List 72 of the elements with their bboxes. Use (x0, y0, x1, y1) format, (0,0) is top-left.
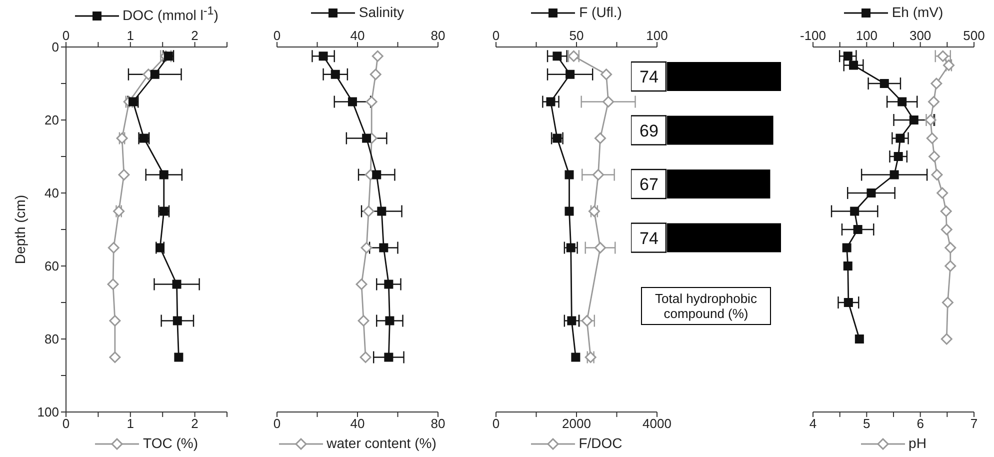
y-tick-label: 80 (44, 332, 59, 347)
data-label: 74 (640, 68, 658, 86)
x-tick-label: 4 (809, 416, 817, 432)
point (362, 206, 374, 217)
data-label: 74 (640, 228, 658, 248)
point (118, 169, 130, 180)
point (944, 242, 956, 254)
point (931, 169, 943, 180)
legend-label: F (Ufl.) (579, 4, 622, 20)
point (944, 260, 956, 272)
point (928, 96, 940, 108)
point (594, 132, 606, 144)
x-tick-label: 7 (970, 416, 978, 432)
point (592, 169, 604, 180)
point (600, 68, 612, 80)
x-tick-label: 0 (492, 416, 500, 432)
point (936, 187, 948, 199)
legend-label: Eh (mV) (892, 4, 944, 20)
legend-label: pH (908, 435, 926, 451)
point (366, 96, 378, 108)
legend-label: water content (%) (326, 435, 436, 451)
x2-tick-label: 50 (569, 28, 584, 43)
x2-tick-label: 300 (909, 28, 932, 43)
y-tick-label: 0 (52, 40, 59, 55)
point (107, 278, 119, 290)
y-tick-label: 20 (44, 112, 59, 128)
point (358, 315, 370, 326)
point (940, 333, 952, 345)
x-tick-label: 4000 (642, 416, 672, 432)
point (942, 296, 954, 308)
y-axis-title: Depth (cm) (12, 194, 28, 264)
legend-label: Salinity (358, 4, 404, 20)
x-tick-label: 1 (126, 28, 134, 43)
point (940, 206, 952, 217)
legend-label: F/DOC (578, 435, 622, 451)
legend-label: TOC (%) (143, 435, 198, 451)
x-tick-label: 40 (350, 28, 365, 43)
annotation: Total hydrophobic compound (%) (641, 287, 771, 325)
point (109, 315, 121, 326)
y-tick-label: 100 (37, 404, 59, 420)
x-tick-label: 2 (191, 28, 198, 43)
point (356, 278, 368, 290)
point (602, 96, 614, 108)
point (926, 132, 938, 144)
x-tick-label: 5 (863, 416, 870, 432)
point (930, 78, 942, 90)
x-tick-label: 2000 (562, 416, 591, 432)
x2-tick-label: 100 (646, 28, 668, 43)
point (940, 224, 952, 236)
x2-tick-label: 100 (856, 28, 878, 43)
x2-tick-label: 500 (963, 28, 985, 43)
point (581, 315, 593, 326)
legend-label: DOC (mmol l$^{-1}$) (122, 4, 218, 23)
point (360, 352, 372, 363)
point (370, 68, 382, 80)
y-tick-label: 60 (44, 258, 59, 274)
x-tick-label: 0 (273, 28, 281, 43)
point (113, 206, 125, 217)
x2-tick-label: -100 (800, 28, 826, 43)
x-tick-label: 80 (430, 28, 446, 43)
x-tick-label: 0 (62, 28, 70, 43)
point (116, 132, 128, 144)
point (108, 242, 120, 254)
x-tick-label: 6 (916, 416, 924, 432)
point (109, 352, 121, 363)
data-label: 69 (640, 121, 658, 140)
point (372, 50, 384, 62)
point (928, 150, 940, 162)
y-tick-label: 40 (44, 186, 59, 201)
point (360, 242, 372, 254)
data-label: 67 (640, 175, 658, 194)
point (594, 242, 606, 254)
